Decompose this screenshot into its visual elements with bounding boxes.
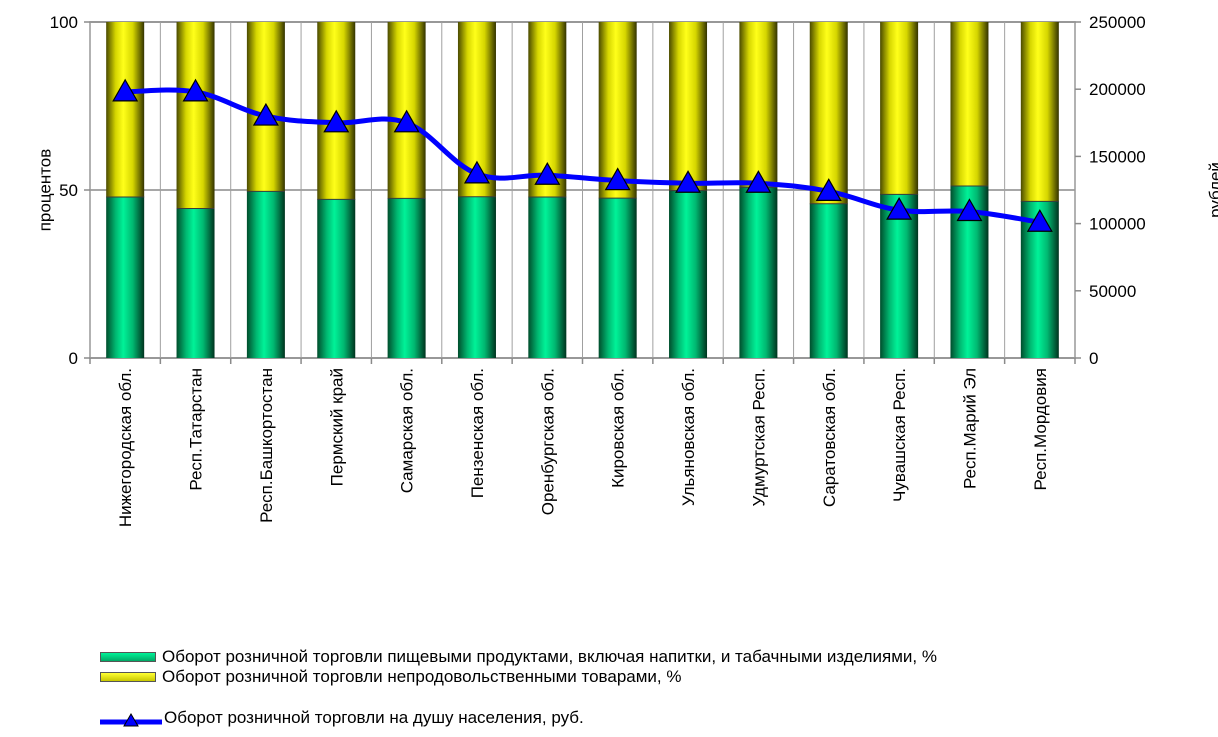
bar-food [176, 208, 215, 358]
x-category-label: Чувашская Респ. [890, 368, 909, 502]
x-category-label: Удмуртская Респ. [749, 368, 768, 506]
bar-food [669, 190, 708, 358]
x-category-label: Нижегородская обл. [116, 368, 135, 527]
per-capita-point [112, 78, 139, 102]
per-capita-point [604, 167, 631, 191]
legend-item-food: Оборот розничной торговли пищевыми проду… [100, 645, 937, 669]
bar-nonfood [880, 22, 919, 195]
per-capita-point [182, 78, 209, 102]
legend-line-marker-icon [100, 713, 162, 727]
x-category-label: Пермский край [327, 368, 346, 486]
legend-swatch-food [100, 652, 156, 662]
x-category-label: Респ.Башкортостан [257, 368, 276, 523]
bar-nonfood [669, 22, 708, 191]
legend-label-nonfood: Оборот розничной торговли непродовольств… [162, 667, 682, 686]
bar-food [598, 198, 637, 358]
per-capita-point [1026, 209, 1053, 232]
y-right-tick-label: 0 [1089, 349, 1098, 368]
bar-nonfood [106, 22, 145, 198]
per-capita-point [323, 109, 350, 133]
bar-nonfood [1020, 22, 1059, 202]
y-right-tick-label: 250000 [1089, 13, 1146, 32]
x-category-label: Респ.Мордовия [1031, 368, 1050, 490]
per-capita-point [886, 196, 913, 220]
bar-food [528, 197, 567, 358]
bar-food [739, 187, 778, 358]
bar-food [246, 191, 285, 358]
y-axis-left-title: процентов [35, 148, 55, 232]
y-left-tick-label: 100 [50, 13, 78, 32]
bar-nonfood [950, 22, 989, 186]
per-capita-point [675, 170, 702, 193]
legend-item-per-capita: Оборот розничной торговли на душу населе… [100, 706, 584, 730]
legend-label-food: Оборот розничной торговли пищевыми проду… [162, 647, 937, 666]
per-capita-point [815, 178, 842, 201]
per-capita-point [393, 109, 420, 133]
bar-nonfood [739, 22, 778, 188]
bar-food [317, 199, 356, 358]
y-right-tick-label: 200000 [1089, 80, 1146, 99]
y-left-tick-label: 0 [69, 349, 78, 368]
legend-label-per-capita: Оборот розничной торговли на душу населе… [164, 708, 584, 727]
bar-nonfood [176, 22, 215, 209]
y-axis-right-title: рублей [1205, 162, 1218, 218]
per-capita-point [745, 170, 772, 193]
y-right-tick-label: 100000 [1089, 215, 1146, 234]
x-category-label: Самарская обл. [398, 368, 417, 493]
y-right-tick-label: 50000 [1089, 282, 1136, 301]
x-category-label: Пензенская обл. [468, 368, 487, 498]
legend-item-nonfood: Оборот розничной торговли непродовольств… [100, 665, 681, 689]
legend-swatch-nonfood [100, 672, 156, 682]
x-category-label: Ульяновская обл. [679, 368, 698, 506]
per-capita-point [463, 160, 490, 184]
per-capita-point [534, 162, 561, 185]
per-capita-point [956, 198, 983, 222]
bar-food [880, 194, 919, 358]
x-category-label: Респ.Татарстан [187, 368, 206, 491]
bar-food [387, 198, 426, 358]
x-category-label: Оренбургская обл. [538, 368, 557, 515]
bar-food [457, 196, 496, 358]
y-right-tick-label: 150000 [1089, 147, 1146, 166]
per-capita-point [252, 102, 279, 126]
y-left-tick-label: 50 [59, 181, 78, 200]
x-category-label: Респ.Марий Эл [960, 368, 979, 489]
x-category-label: Кировская обл. [609, 368, 628, 488]
x-category-label: Саратовская обл. [820, 368, 839, 507]
bar-food [809, 203, 848, 358]
bar-nonfood [809, 22, 848, 204]
bar-food [106, 197, 145, 358]
